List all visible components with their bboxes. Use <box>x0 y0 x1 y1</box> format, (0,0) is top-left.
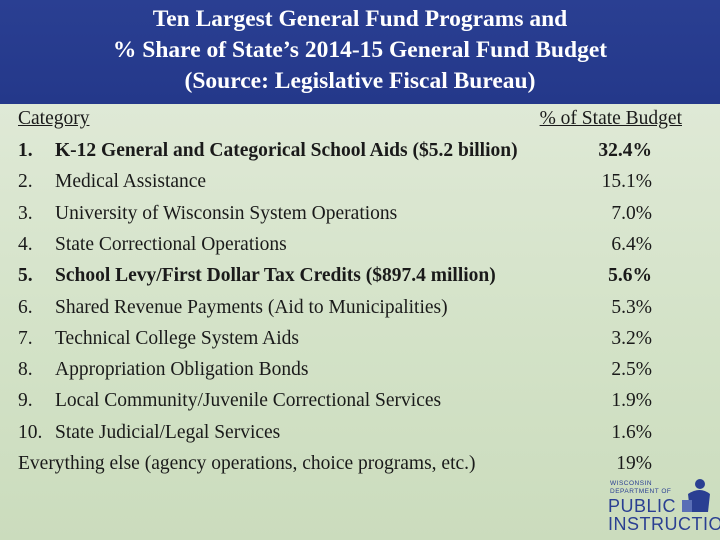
row-percentage: 6.4% <box>611 234 652 256</box>
row-percentage: 7.0% <box>611 203 652 225</box>
everything-else-row: Everything else (agency operations, choi… <box>18 453 708 484</box>
row-label: State Correctional Operations <box>55 234 287 256</box>
dpi-logo-figure-icon <box>680 478 714 514</box>
row-number: 4. <box>18 234 33 256</box>
title-line-2: % Share of State’s 2014-15 General Fund … <box>0 35 720 66</box>
title-line-1: Ten Largest General Fund Programs and <box>0 4 720 35</box>
row-label: Appropriation Obligation Bonds <box>55 359 308 381</box>
row-label: Technical College System Aids <box>55 328 299 350</box>
logo-line-2: DEPARTMENT OF <box>610 488 671 495</box>
program-row: 10. State Judicial/Legal Services 1.6% <box>18 422 708 453</box>
share-column-header: % of State Budget <box>540 108 682 130</box>
row-percentage: 5.3% <box>611 297 652 319</box>
row-percentage: 15.1% <box>602 171 652 193</box>
row-percentage: 5.6% <box>608 265 652 287</box>
row-number: 1. <box>18 140 33 162</box>
program-row: 3. University of Wisconsin System Operati… <box>18 203 708 234</box>
row-number: 9. <box>18 390 33 412</box>
row-percentage: 3.2% <box>611 328 652 350</box>
dpi-logo: WISCONSIN DEPARTMENT OF PUBLIC INSTRUCTI… <box>606 478 714 536</box>
row-number: 10. <box>18 422 42 444</box>
row-number: 2. <box>18 171 33 193</box>
logo-line-3: PUBLIC <box>608 497 676 515</box>
row-percentage: 1.6% <box>611 422 652 444</box>
row-number: 5. <box>18 265 33 287</box>
row-label: University of Wisconsin System Operation… <box>55 203 397 225</box>
program-row: 8. Appropriation Obligation Bonds 2.5% <box>18 359 708 390</box>
row-number: 8. <box>18 359 33 381</box>
category-column-header: Category <box>18 108 89 130</box>
row-number: 6. <box>18 297 33 319</box>
program-row: 4. State Correctional Operations 6.4% <box>18 234 708 265</box>
row-label: Medical Assistance <box>55 171 206 193</box>
program-row: 5. School Levy/First Dollar Tax Credits (… <box>18 265 708 296</box>
row-label: Shared Revenue Payments (Aid to Municipa… <box>55 297 448 319</box>
row-percentage: 2.5% <box>611 359 652 381</box>
row-label: K-12 General and Categorical School Aids… <box>55 140 518 162</box>
logo-line-1: WISCONSIN <box>610 480 652 487</box>
row-percentage: 1.9% <box>611 390 652 412</box>
row-label: School Levy/First Dollar Tax Credits ($8… <box>55 265 496 287</box>
program-row: 2. Medical Assistance 15.1% <box>18 171 708 202</box>
slide-title: Ten Largest General Fund Programs and % … <box>0 0 720 104</box>
logo-line-4: INSTRUCTION <box>608 515 720 533</box>
row-label: Local Community/Juvenile Correctional Se… <box>55 390 441 412</box>
row-number: 3. <box>18 203 33 225</box>
title-line-3: (Source: Legislative Fiscal Bureau) <box>0 66 720 97</box>
everything-else-label: Everything else (agency operations, choi… <box>18 453 476 475</box>
program-row: 7. Technical College System Aids 3.2% <box>18 328 708 359</box>
program-row: 9. Local Community/Juvenile Correctional … <box>18 390 708 421</box>
everything-else-pct: 19% <box>616 453 652 475</box>
program-row: 1. K-12 General and Categorical School Ai… <box>18 140 708 171</box>
program-row: 6. Shared Revenue Payments (Aid to Munici… <box>18 297 708 328</box>
row-label: State Judicial/Legal Services <box>55 422 280 444</box>
row-number: 7. <box>18 328 33 350</box>
row-percentage: 32.4% <box>598 140 652 162</box>
